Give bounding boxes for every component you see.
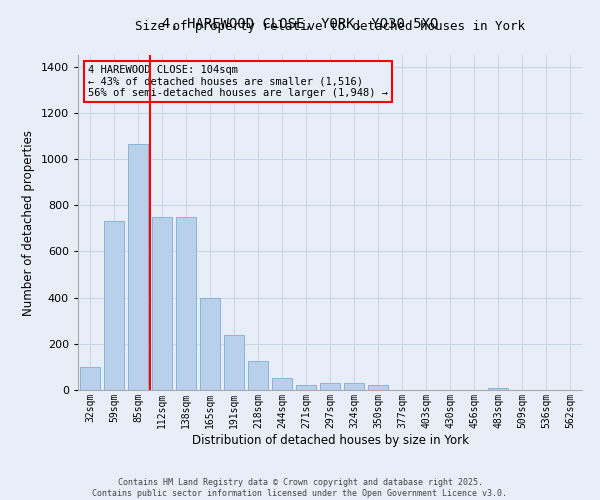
Y-axis label: Number of detached properties: Number of detached properties (22, 130, 35, 316)
Bar (272, 378, 292, 390)
Text: 4, HAREWOOD CLOSE, YORK, YO30 5XQ: 4, HAREWOOD CLOSE, YORK, YO30 5XQ (162, 18, 438, 32)
Bar (368, 386, 388, 390)
Bar (224, 334, 244, 390)
Text: Contains HM Land Registry data © Crown copyright and database right 2025.
Contai: Contains HM Land Registry data © Crown c… (92, 478, 508, 498)
Text: 4 HAREWOOD CLOSE: 104sqm
← 43% of detached houses are smaller (1,516)
56% of sem: 4 HAREWOOD CLOSE: 104sqm ← 43% of detach… (88, 65, 388, 98)
X-axis label: Distribution of detached houses by size in York: Distribution of detached houses by size … (191, 434, 469, 446)
Bar (296, 386, 316, 390)
Bar (320, 383, 340, 390)
Bar (80, 367, 100, 390)
Bar (344, 383, 364, 390)
Bar (200, 298, 220, 390)
Bar (152, 216, 172, 390)
Bar (104, 222, 124, 390)
Bar (176, 216, 196, 390)
Title: Size of property relative to detached houses in York: Size of property relative to detached ho… (135, 20, 525, 33)
Bar (128, 144, 148, 390)
Bar (488, 388, 508, 390)
Bar (248, 361, 268, 390)
